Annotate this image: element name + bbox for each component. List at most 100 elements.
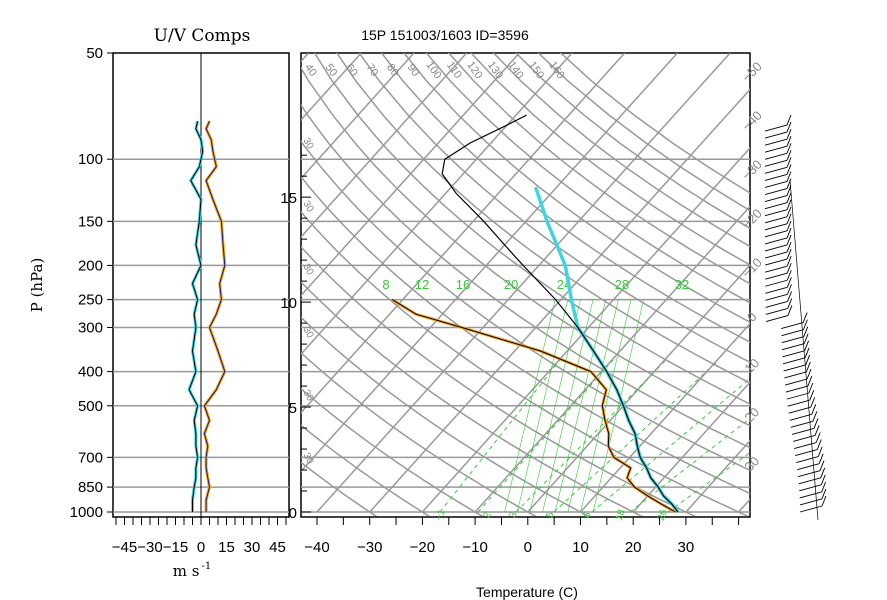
wind-barb	[764, 202, 788, 210]
height-tick-label: 5	[289, 400, 297, 417]
moist-adiabat	[629, 417, 750, 513]
pressure-tick-label: 850	[78, 479, 103, 496]
moist-adiabat	[591, 377, 750, 513]
theta-label: 40	[302, 62, 319, 79]
wind-barb	[764, 159, 788, 167]
wind-barb-flag	[802, 312, 808, 323]
isotherm	[421, 146, 750, 513]
moist-adiabat	[515, 359, 667, 513]
height-scale-label: 30	[300, 325, 315, 341]
v-component-core	[188, 120, 204, 512]
wind-barb-flag	[816, 439, 822, 450]
wind-barb-flag	[810, 397, 816, 408]
pressure-tick-label: 400	[78, 364, 103, 381]
wind-barb-flag	[817, 446, 823, 457]
uv-xtick-label: −30	[137, 539, 162, 556]
wind-barb	[764, 216, 788, 224]
wind-barbs	[764, 114, 827, 521]
wind-barb	[794, 442, 817, 449]
moist-adiabat	[667, 452, 750, 513]
wind-barb-flag	[820, 467, 826, 478]
wind-barb-flag	[805, 354, 811, 366]
dry-adiabat	[301, 387, 484, 516]
wind-barb-flag	[786, 128, 792, 140]
wind-barb	[781, 336, 804, 344]
theta-label: 90	[405, 62, 422, 79]
moist-label: 26	[656, 508, 670, 523]
wind-barb	[781, 322, 804, 330]
wind-barb-flag	[787, 291, 792, 302]
wind-barb	[785, 385, 808, 393]
pressure-tick-label: 50	[86, 45, 103, 62]
wind-barb	[765, 286, 788, 294]
skewt-title: 15P 151003/1603 ID=3596	[361, 27, 529, 43]
wind-barb	[764, 258, 788, 266]
wind-barb	[788, 406, 811, 414]
dry-adiabat	[403, 53, 750, 324]
wind-barb-flag	[786, 157, 792, 168]
dry-adiabat	[559, 53, 750, 194]
mixing-line	[554, 299, 606, 513]
isotherm	[474, 205, 750, 513]
dry-adiabat	[380, 53, 750, 343]
wind-barb	[786, 392, 809, 400]
theta-label: 120	[464, 59, 484, 81]
height-tick-label: 15	[280, 190, 297, 207]
wind-barb-flag	[803, 326, 809, 337]
theta-label: 60	[343, 62, 360, 79]
wind-barb	[765, 308, 788, 315]
wind-barb	[764, 251, 788, 259]
pressure-tick-label: 200	[78, 257, 103, 274]
isotherm	[301, 53, 468, 239]
wind-barb-flag	[803, 333, 809, 344]
wind-barb	[764, 138, 788, 146]
isotherm	[685, 439, 750, 513]
uv-xtick-label: −45	[112, 539, 137, 556]
dry-adiabat	[301, 140, 750, 472]
moist-adiabat	[439, 359, 561, 513]
mixing-line	[567, 299, 619, 513]
mixing-label: 28	[615, 277, 629, 292]
temperature-tick-label: −10	[462, 539, 487, 556]
wind-barb-flag	[808, 382, 814, 394]
wind-barb	[797, 470, 821, 478]
height-tick-label: 10	[280, 295, 297, 312]
wind-barb-flag	[821, 481, 827, 493]
theta-label: 150	[526, 59, 546, 81]
wind-barb	[795, 449, 818, 456]
skewt-grid	[301, 53, 887, 516]
temperature-axis-label: Temperature (C)	[476, 584, 578, 600]
isotherm	[301, 53, 678, 473]
isotherm-label: 0	[744, 309, 760, 325]
dry-adiabat	[301, 424, 431, 516]
wind-barb	[796, 456, 819, 464]
wind-barb-flag	[786, 263, 792, 274]
wind-barb	[797, 463, 820, 471]
wind-barb-flag	[809, 390, 815, 401]
wind-barb-flag	[786, 199, 792, 210]
barb-staff	[789, 179, 819, 521]
wind-barb-flag	[786, 213, 792, 224]
pressure-tick-label: 300	[78, 320, 103, 337]
mixing-label: 32	[675, 277, 689, 292]
moist-label: 3	[508, 510, 520, 519]
moist-label: 5	[545, 510, 557, 519]
uv-xtick-label: 45	[269, 539, 286, 556]
wind-barb	[764, 173, 788, 181]
wind-barb-flag	[812, 411, 818, 422]
wind-barb	[765, 293, 788, 301]
dry-adiabat	[335, 53, 750, 384]
dry-adiabat	[301, 66, 750, 427]
dry-adiabat	[425, 53, 750, 304]
isotherm	[527, 263, 750, 513]
height-scale-label: 30	[300, 388, 315, 404]
isotherm	[791, 53, 887, 512]
wind-barb	[789, 413, 812, 421]
isotherm	[316, 53, 731, 513]
wind-barb	[764, 195, 788, 203]
mixing-label: 16	[456, 277, 470, 292]
wind-barb	[765, 300, 788, 308]
isotherm-label: −20	[739, 206, 765, 232]
wind-barb	[782, 350, 805, 358]
skewt-frame	[300, 52, 751, 518]
